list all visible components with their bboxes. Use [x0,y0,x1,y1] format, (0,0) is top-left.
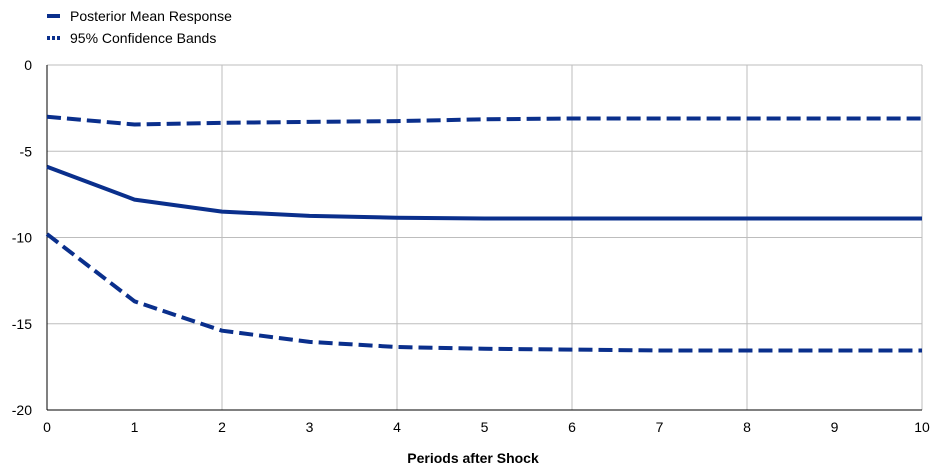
x-tick-label: 5 [481,419,489,435]
x-tick-label: 6 [568,419,576,435]
x-tick-label: 0 [43,419,51,435]
x-tick-label: 8 [743,419,751,435]
series-line-lower-band [45,232,922,353]
y-tick-label: 0 [24,57,32,73]
legend-label-confidence-bands: 95% Confidence Bands [70,30,216,46]
x-tick-label: 3 [306,419,314,435]
axes: 0 -5 -10 -15 -20 0 1 2 3 4 5 6 7 8 9 10 [12,57,930,435]
x-tick-label: 2 [218,419,226,435]
series-line-upper-band [46,114,922,127]
x-tick-label: 9 [831,419,839,435]
x-tick-label: 10 [914,419,930,435]
y-tick-label: -10 [12,230,32,246]
y-tick-label: -20 [12,402,32,418]
y-tick-label: -15 [12,316,32,332]
series-line-posterior-mean [46,164,922,221]
x-tick-label: 4 [393,419,401,435]
x-axis-title: Periods after Shock [407,450,539,466]
legend: Posterior Mean Response 95% Confidence B… [47,8,232,46]
y-tick-label: -5 [20,143,33,159]
x-tick-label: 1 [131,419,139,435]
grid [47,64,923,410]
x-tick-label: 7 [656,419,664,435]
series-lines [45,114,922,353]
legend-label-posterior-mean: Posterior Mean Response [70,8,232,24]
